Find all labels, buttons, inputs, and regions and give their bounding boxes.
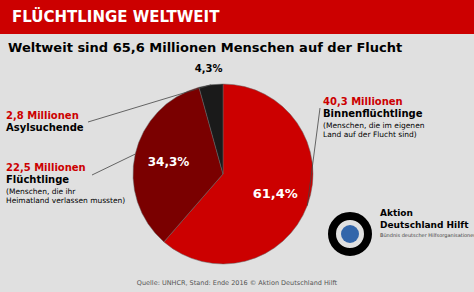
html-text:Quelle: UNHCR, Stand: Ende 201: Quelle: UNHCR, Stand: Ende 2016 © Aktion… — [136, 279, 338, 287]
svg-text:22,5 Millionen: 22,5 Millionen — [8, 162, 86, 173]
svg-text:Flüchtlinge: Flüchtlinge — [8, 174, 69, 185]
html-text:Weltweit sind 65,6 Millionen M: Weltweit sind 65,6 Millionen Menschen au… — [8, 40, 403, 55]
html-text:Deutschland Hilft: Deutschland Hilft — [380, 220, 469, 230]
svg-text:40,3 Millionen: 40,3 Millionen — [323, 96, 403, 107]
svg-text:61,4%: 61,4% — [253, 186, 298, 201]
html-text:FLÜCHTLINGE WELTWEIT: FLÜCHTLINGE WELTWEIT — [12, 8, 220, 26]
svg-text:Binnenflüchtlinge: Binnenflüchtlinge — [323, 108, 423, 119]
svg-text:4,3%: 4,3% — [195, 63, 223, 74]
svg-text:2,8 Millionen: 2,8 Millionen — [8, 110, 79, 121]
svg-text:(Menschen, die ihr: (Menschen, die ihr — [8, 187, 76, 196]
svg-text:34,3%: 34,3% — [148, 155, 190, 169]
svg-text:Heimatland verlassen mussten): Heimatland verlassen mussten) — [8, 196, 125, 205]
svg-text:Land auf der Flucht sind): Land auf der Flucht sind) — [323, 130, 417, 139]
html-text:Aktion: Aktion — [380, 208, 413, 218]
svg-text:Asylsuchende: Asylsuchende — [8, 122, 84, 133]
svg-text:(Menschen, die im eigenen: (Menschen, die im eigenen — [323, 121, 425, 130]
